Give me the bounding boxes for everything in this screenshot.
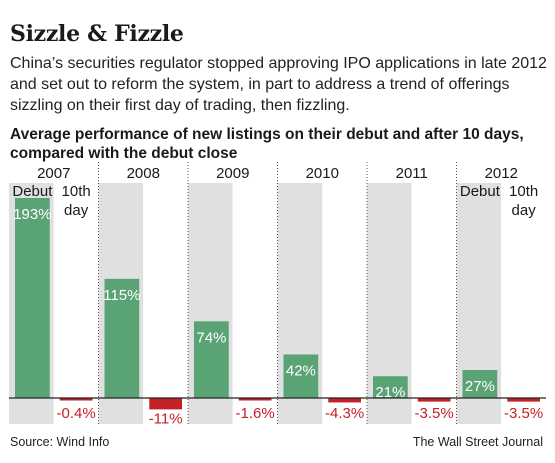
tenth-day-bar [417, 398, 451, 402]
tenth-day-panel-bg [232, 183, 278, 424]
debut-bar [104, 278, 140, 398]
debut-value-label: 42% [286, 362, 316, 379]
chart-subtitle: China’s securities regulator stopped app… [10, 55, 547, 114]
legend-debut: Debut [12, 183, 53, 200]
debut-value-label: 27% [465, 378, 495, 395]
debut-value-label: 193% [13, 206, 51, 223]
year-label: 2012 [485, 165, 518, 182]
tenth-day-value-label: -1.6% [236, 405, 275, 422]
tenth-day-value-label: -3.5% [504, 405, 543, 422]
year-label: 2009 [216, 165, 249, 182]
debut-bar [15, 198, 50, 398]
debut-bar [283, 354, 319, 398]
tenth-day-value-label: -3.5% [415, 405, 454, 422]
tenth-day-value-label: -0.4% [57, 405, 96, 422]
debut-value-label: 21% [375, 384, 405, 401]
year-label: 2007 [37, 165, 70, 182]
tenth-day-bar [59, 398, 93, 401]
publisher-credit: The Wall Street Journal [412, 435, 543, 449]
legend-tenth-day-line1: 10th [62, 183, 91, 200]
legend-debut: Debut [460, 183, 501, 200]
legend-tenth-day-line2: day [64, 202, 89, 219]
tenth-day-value-label: -11% [149, 410, 183, 427]
tenth-day-panel-bg [501, 183, 546, 424]
tenth-day-bar [328, 398, 361, 403]
legend-tenth-day-line1: 10th [509, 183, 538, 200]
year-label: 2011 [396, 165, 428, 182]
year-label: 2010 [306, 165, 339, 182]
debut-bar [373, 376, 408, 398]
tenth-day-panel-bg [53, 183, 99, 424]
tenth-day-bar [507, 398, 540, 402]
year-label: 2008 [127, 165, 160, 182]
chart-description: Average performance of new listings on t… [10, 126, 524, 162]
tenth-day-bar [238, 398, 272, 401]
tenth-day-panel-bg [322, 183, 367, 424]
source-note: Source: Wind Info [10, 435, 110, 449]
chart-title: Sizzle & Fizzle [10, 21, 184, 47]
debut-bar [462, 370, 498, 398]
tenth-day-value-label: -4.3% [325, 405, 364, 422]
debut-bar [194, 321, 229, 398]
tenth-day-panel-bg [411, 183, 457, 424]
debut-value-label: 74% [196, 329, 226, 346]
debut-value-label: 115% [103, 287, 140, 304]
tenth-day-bar [149, 398, 182, 410]
tenth-day-panel-bg [143, 183, 188, 424]
legend-tenth-day-line2: day [512, 202, 537, 219]
